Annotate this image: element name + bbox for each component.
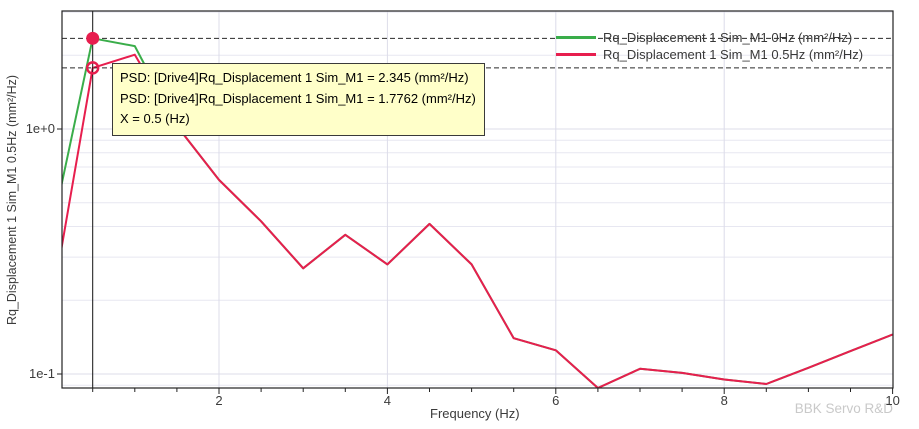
tooltip-psd-line-1: PSD: [Drive4]Rq_Displacement 1 Sim_M1 = … bbox=[120, 70, 469, 85]
cursor-tooltip: PSD: [Drive4]Rq_Displacement 1 Sim_M1 = … bbox=[112, 63, 485, 136]
y-tick-label: 1e-1 bbox=[28, 366, 55, 381]
watermark: BBK Servo R&D bbox=[794, 401, 893, 416]
legend-line-red-icon bbox=[556, 53, 596, 56]
x-tick-label: 8 bbox=[720, 393, 728, 408]
legend: Rq_Displacement 1 Sim_M1 0Hz (mm²/Hz) Rq… bbox=[556, 29, 863, 63]
series-line-1 bbox=[62, 53, 893, 388]
legend-label: Rq_Displacement 1 Sim_M1 0.5Hz (mm²/Hz) bbox=[603, 47, 864, 62]
y-axis-title: Rq_Displacement 1 Sim_M1 0.5Hz (mm²/Hz) bbox=[5, 74, 19, 326]
x-tick-label: 2 bbox=[215, 393, 223, 408]
legend-line-green-icon bbox=[556, 36, 596, 39]
cursor-marker-open bbox=[85, 61, 100, 75]
x-axis-title: Frequency (Hz) bbox=[430, 406, 520, 421]
cursor-marker-filled bbox=[86, 31, 100, 45]
legend-item-sim-0p5hz[interactable]: Rq_Displacement 1 Sim_M1 0.5Hz (mm²/Hz) bbox=[556, 46, 863, 63]
legend-label: Rq_Displacement 1 Sim_M1 0Hz (mm²/Hz) bbox=[603, 30, 853, 45]
tooltip-psd-line-2: PSD: [Drive4]Rq_Displacement 1 Sim_M1 = … bbox=[120, 90, 476, 106]
x-tick-label: 6 bbox=[552, 393, 560, 408]
x-tick-label: 10 bbox=[885, 393, 900, 408]
plot-border bbox=[61, 10, 894, 389]
legend-item-sim-0hz[interactable]: Rq_Displacement 1 Sim_M1 0Hz (mm²/Hz) bbox=[556, 29, 863, 46]
tooltip-x-line: X = 0.5 (Hz) bbox=[120, 111, 190, 126]
x-tick-label: 4 bbox=[383, 393, 391, 408]
y-tick-label: 1e+0 bbox=[25, 121, 55, 136]
